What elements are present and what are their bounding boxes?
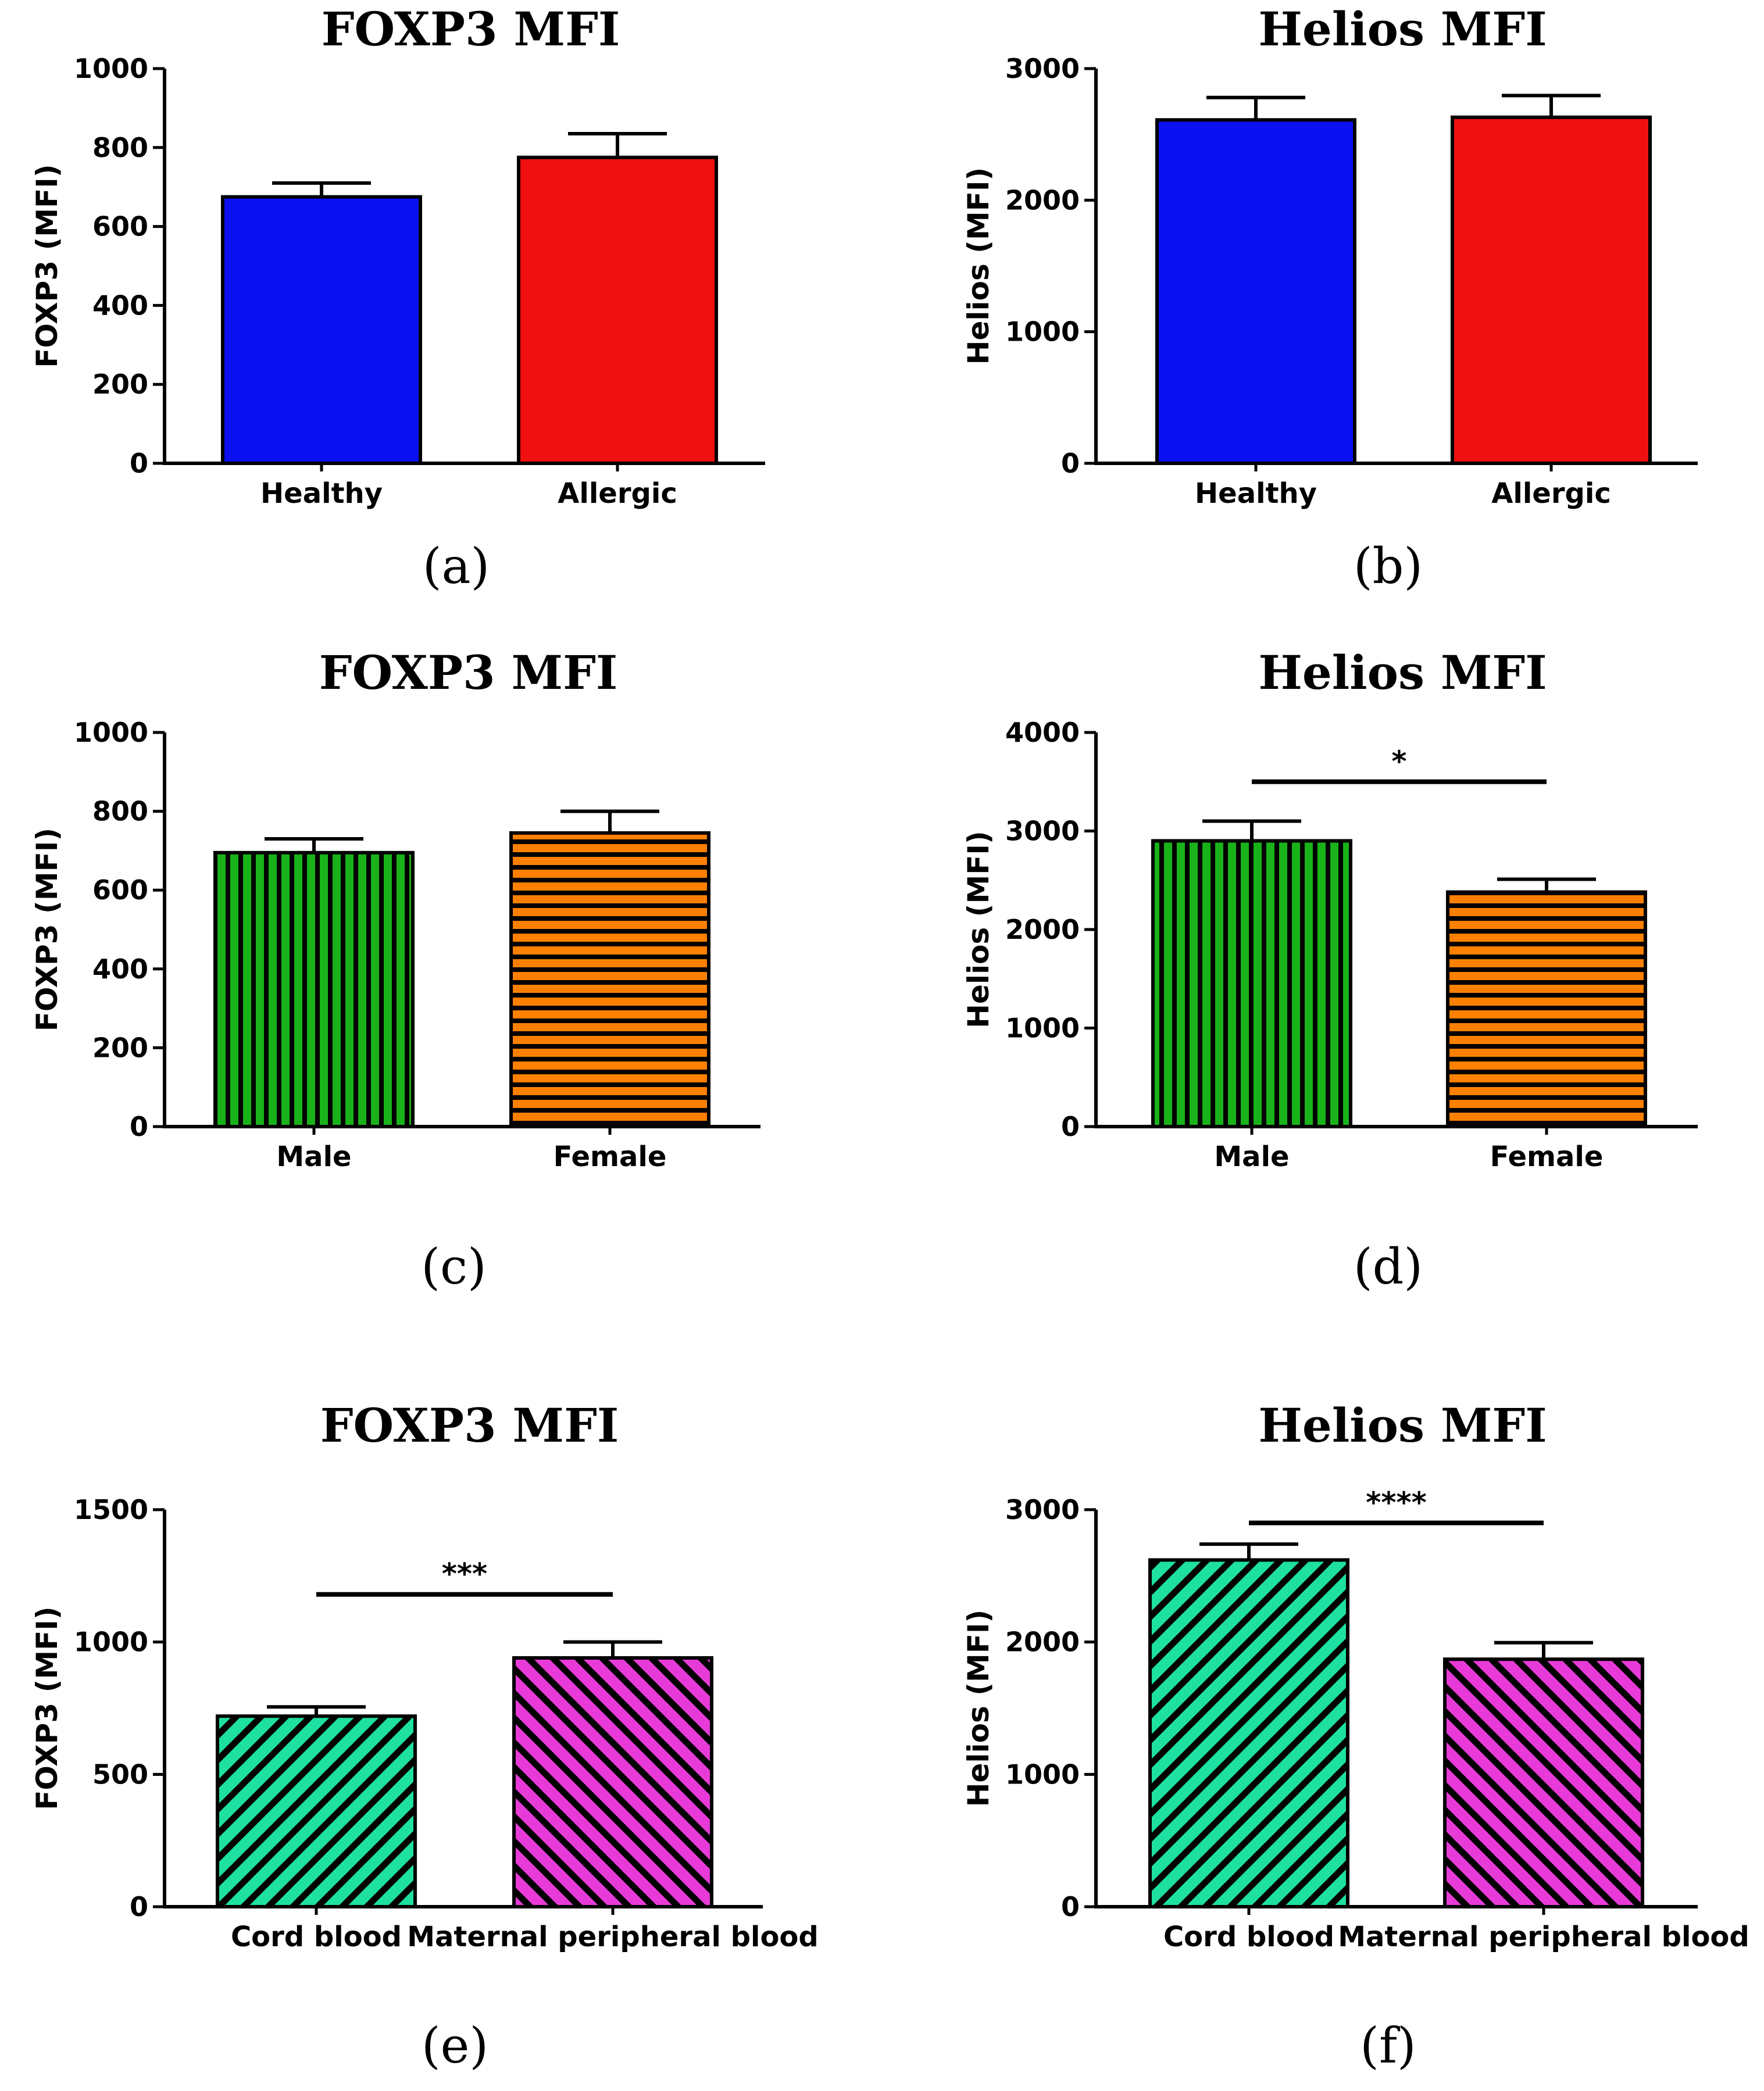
- bar: [1446, 890, 1647, 1128]
- y-tick-label: 500: [92, 1758, 148, 1790]
- bar: [1443, 1657, 1644, 1909]
- y-tick-label: 600: [92, 874, 148, 906]
- significance-label: ****: [1366, 1486, 1427, 1520]
- bar: [1451, 115, 1652, 465]
- y-tick-label: 200: [92, 369, 148, 400]
- y-tick-label: 1000: [74, 717, 148, 748]
- bar: [1155, 118, 1356, 465]
- significance-label: ***: [442, 1557, 487, 1591]
- y-tick-label: 3000: [1005, 53, 1080, 84]
- panel-label: (e): [422, 2017, 488, 2074]
- panel-label: (b): [1354, 538, 1423, 595]
- chart-title: FOXP3 MFI: [319, 645, 618, 700]
- x-tick-label: Male: [1214, 1141, 1289, 1173]
- x-tick-label: Cord blood: [231, 1921, 402, 1953]
- y-tick-label: 1000: [1005, 316, 1080, 348]
- panel-label: (f): [1360, 2017, 1416, 2074]
- chart-title: Helios MFI: [1258, 645, 1547, 700]
- bar: [517, 155, 718, 465]
- x-tick-label: Allergic: [558, 477, 677, 510]
- bar: [216, 1714, 417, 1908]
- y-tick-label: 4000: [1005, 717, 1080, 748]
- x-tick-label: Maternal peripheral blood: [407, 1921, 819, 1953]
- y-tick-label: 3000: [1005, 816, 1080, 847]
- x-tick-label: Allergic: [1491, 477, 1611, 510]
- significance-label: *: [1391, 745, 1406, 778]
- y-tick-label: 0: [1061, 1111, 1080, 1142]
- y-tick-label: 3000: [1005, 1494, 1080, 1525]
- y-tick-label: 0: [130, 1891, 148, 1922]
- panel-label: (d): [1354, 1238, 1423, 1295]
- bar: [1151, 839, 1352, 1128]
- chart-panel: Helios MFI Helios (MFI) Healthy Allergic 0 10…: [962, 2, 1698, 595]
- y-tick-label: 0: [130, 448, 148, 479]
- y-axis-label: FOXP3 (MFI): [30, 164, 64, 368]
- y-tick-label: 1000: [74, 1627, 148, 1658]
- y-tick-label: 0: [1061, 1891, 1080, 1922]
- bar: [509, 831, 710, 1128]
- y-axis-label: Helios (MFI): [962, 1610, 995, 1807]
- y-tick-label: 0: [130, 1111, 148, 1142]
- x-tick-label: Female: [1490, 1141, 1604, 1173]
- y-axis-label: Helios (MFI): [962, 167, 995, 365]
- bar: [221, 195, 422, 465]
- y-tick-label: 800: [92, 132, 148, 163]
- chart-panel: FOXP3 MFI FOXP3 (MFI) Cord blood Maternal p…: [30, 1398, 819, 2074]
- x-tick-label: Cord blood: [1163, 1921, 1334, 1953]
- y-tick-label: 1000: [74, 53, 148, 84]
- x-tick-label: Male: [276, 1141, 351, 1173]
- bar: [512, 1656, 713, 1908]
- y-axis-label: FOXP3 (MFI): [30, 828, 64, 1032]
- x-tick-label: Healthy: [1195, 477, 1317, 510]
- y-tick-label: 1500: [74, 1494, 148, 1525]
- x-tick-label: Female: [554, 1141, 667, 1173]
- chart-title: FOXP3 MFI: [322, 2, 620, 56]
- panel-label: (c): [421, 1238, 487, 1295]
- y-tick-label: 2000: [1005, 184, 1080, 216]
- y-axis-label: Helios (MFI): [962, 831, 995, 1028]
- chart-title: Helios MFI: [1258, 2, 1547, 56]
- chart-panel: Helios MFI Helios (MFI) Cord blood Maternal…: [962, 1398, 1749, 2074]
- chart-panel: FOXP3 MFI FOXP3 (MFI) Healthy Allergic 0 200 4…: [30, 2, 765, 595]
- y-tick-label: 800: [92, 796, 148, 827]
- chart-panel: FOXP3 MFI FOXP3 (MFI) Male Female 0 200 400 600…: [30, 645, 760, 1295]
- y-tick-label: 1000: [1005, 1758, 1080, 1790]
- y-tick-label: 2000: [1005, 914, 1080, 945]
- y-axis-label: FOXP3 (MFI): [30, 1606, 64, 1810]
- chart-panel: Helios MFI Helios (MFI) Male Female 0 1000 200…: [962, 645, 1698, 1295]
- bar: [1148, 1558, 1349, 1909]
- bar: [213, 850, 415, 1129]
- panel-label: (a): [423, 538, 490, 595]
- y-tick-label: 400: [92, 953, 148, 985]
- x-tick-label: Healthy: [260, 477, 383, 510]
- y-tick-label: 0: [1061, 448, 1080, 479]
- chart-title: Helios MFI: [1258, 1398, 1547, 1453]
- y-tick-label: 1000: [1005, 1013, 1080, 1044]
- y-tick-label: 600: [92, 211, 148, 242]
- x-tick-label: Maternal peripheral blood: [1338, 1921, 1749, 1953]
- y-tick-label: 2000: [1005, 1627, 1080, 1658]
- y-tick-label: 400: [92, 289, 148, 321]
- y-tick-label: 200: [92, 1032, 148, 1063]
- chart-title: FOXP3 MFI: [320, 1398, 619, 1453]
